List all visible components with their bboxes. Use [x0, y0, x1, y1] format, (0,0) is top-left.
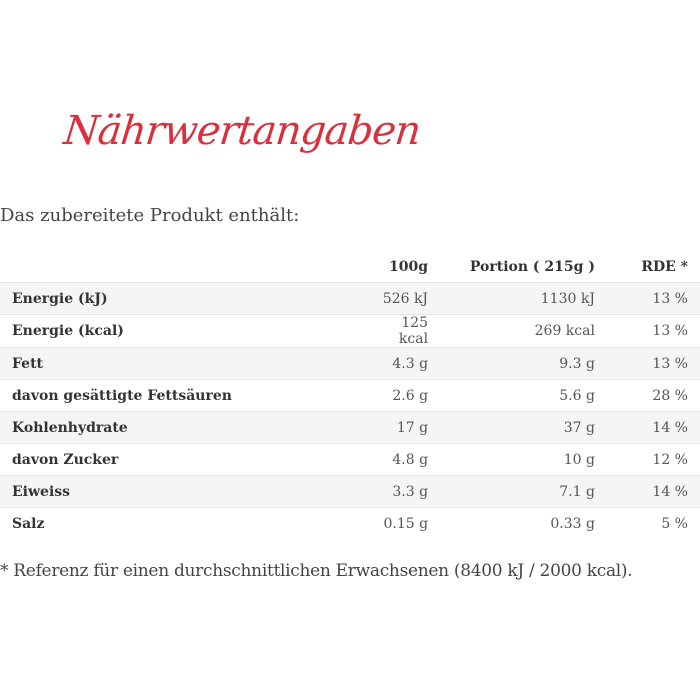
header-rde: RDE *	[606, 251, 700, 283]
row-label: Energie (kJ)	[0, 282, 368, 315]
row-portion: 37 g	[440, 411, 607, 444]
row-rde: 13 %	[606, 282, 700, 315]
row-label: Fett	[0, 347, 368, 380]
row-portion: 0.33 g	[550, 515, 595, 532]
page-title: Nährwertangaben	[61, 108, 423, 154]
row-per100: 3.3 g	[367, 475, 441, 508]
row-label: Salz	[12, 515, 45, 532]
table-header-row: 100g Portion ( 215g ) RDE *	[0, 251, 700, 283]
row-per100: 4.8 g	[367, 443, 441, 476]
row-per100: 4.3 g	[367, 347, 441, 380]
table-row: davon Zucker 4.8 g 10 g 12 %	[0, 443, 700, 476]
nutrition-table: 100g Portion ( 215g ) RDE * Energie (kJ)…	[0, 251, 700, 539]
header-portion: Portion ( 215g )	[440, 251, 607, 283]
row-label: Energie (kcal)	[0, 314, 368, 348]
row-rde: 13 %	[606, 347, 700, 380]
row-portion: 10 g	[440, 443, 607, 476]
row-portion: 7.1 g	[440, 475, 607, 508]
header-label	[0, 251, 368, 283]
row-portion: 5.6 g	[440, 379, 607, 412]
row-rde: 12 %	[606, 443, 700, 476]
row-per100: 526 kJ	[367, 282, 441, 315]
table-row: Salz 0.15 g 0.33 g 5 %	[0, 508, 700, 540]
row-rde: 13 %	[606, 314, 700, 348]
table-row: Energie (kJ) 526 kJ 1130 kJ 13 %	[0, 282, 700, 315]
row-label: davon gesättigte Fettsäuren	[0, 379, 368, 412]
row-portion: 269 kcal	[440, 314, 607, 348]
row-rde: 5 %	[661, 515, 688, 532]
intro-text: Das zubereitete Produkt enthält:	[0, 205, 300, 226]
row-rde: 28 %	[606, 379, 700, 412]
table-row: Kohlenhydrate 17 g 37 g 14 %	[0, 411, 700, 444]
row-portion: 1130 kJ	[440, 282, 607, 315]
row-label: Eiweiss	[0, 475, 368, 508]
table-row: davon gesättigte Fettsäuren 2.6 g 5.6 g …	[0, 379, 700, 412]
row-per100: 17 g	[367, 411, 441, 444]
row-per100: 2.6 g	[367, 379, 441, 412]
header-100g: 100g	[367, 251, 441, 283]
row-portion: 9.3 g	[440, 347, 607, 380]
row-per100: 0.15 g	[383, 515, 429, 532]
table-row: Eiweiss 3.3 g 7.1 g 14 %	[0, 475, 700, 508]
row-label: Kohlenhydrate	[0, 411, 368, 444]
table-row: Fett 4.3 g 9.3 g 13 %	[0, 347, 700, 380]
row-rde: 14 %	[606, 475, 700, 508]
row-per100: 125 kcal	[367, 314, 441, 348]
row-rde: 14 %	[606, 411, 700, 444]
row-label: davon Zucker	[0, 443, 368, 476]
table-row: Energie (kcal) 125 kcal 269 kcal 13 %	[0, 314, 700, 348]
footnote: * Referenz für einen durchschnittlichen …	[0, 561, 633, 581]
